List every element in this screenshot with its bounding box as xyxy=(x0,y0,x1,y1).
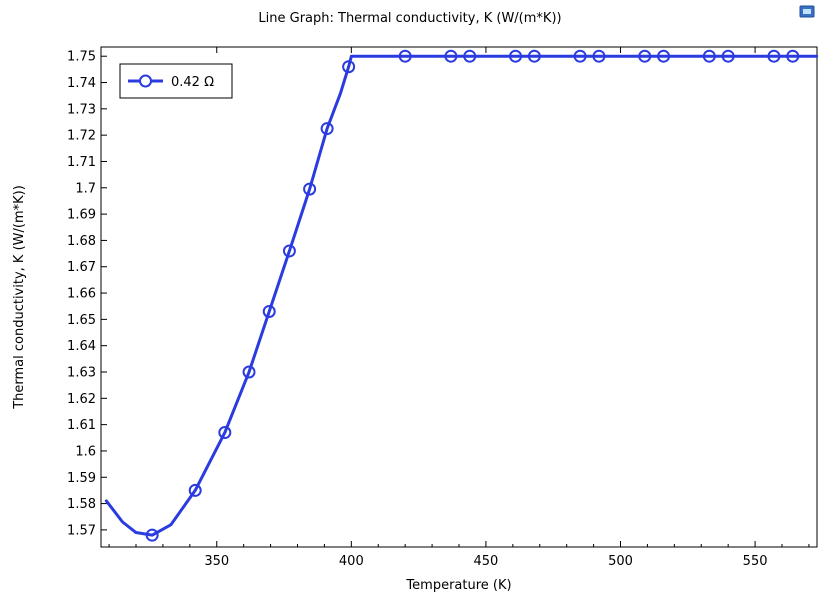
y-tick-label: 1.62 xyxy=(67,392,96,407)
y-tick-label: 1.59 xyxy=(67,471,96,486)
y-tick-label: 1.66 xyxy=(67,287,96,302)
data-point xyxy=(282,244,296,258)
data-point xyxy=(342,60,356,74)
data-point xyxy=(242,365,256,379)
data-point xyxy=(527,49,541,63)
plot-area: 350 400 450 500 550 1.571.581.591.61.611.621… xyxy=(67,46,818,569)
x-tick-label: 500 xyxy=(608,554,633,569)
y-tick-label: 1.58 xyxy=(67,497,96,512)
y-axis-title: Thermal conductivity, K (W/(m*K)) xyxy=(12,185,27,410)
y-axis: 1.57 1.58 1.59 1.6 1.61 1.62 1.63 1.64 1.65 1.66 1… xyxy=(67,50,107,538)
y-tick-label: 1.64 xyxy=(67,339,96,354)
data-point xyxy=(573,49,587,63)
x-axis-title: Temperature (K) xyxy=(405,578,511,593)
y-tick-label: 1.6 xyxy=(75,444,96,459)
series-layer xyxy=(104,49,818,542)
data-point xyxy=(592,49,606,63)
x-tick-label: 400 xyxy=(339,554,364,569)
data-point xyxy=(303,182,317,196)
y-tick-label: 1.57 xyxy=(67,523,96,538)
legend-label: 0.42 Ω xyxy=(171,75,214,90)
data-point xyxy=(218,426,232,440)
legend-entry: 0.42 Ω xyxy=(128,74,214,90)
x-tick-label: 450 xyxy=(474,554,499,569)
data-point xyxy=(721,49,735,63)
y-tick-label: 1.71 xyxy=(67,155,96,170)
plot-frame xyxy=(100,46,818,548)
x-axis: 350 400 450 500 550 xyxy=(108,47,810,569)
data-point xyxy=(638,49,652,63)
data-point xyxy=(657,49,671,63)
data-point xyxy=(262,304,276,318)
legend: 0.42 Ω xyxy=(119,63,233,99)
chart-title: Line Graph: Thermal conductivity, K (W/(… xyxy=(258,11,561,26)
data-point xyxy=(444,49,458,63)
export-icon[interactable] xyxy=(799,5,815,18)
y-tick-label: 1.69 xyxy=(67,208,96,223)
y-tick-label: 1.7 xyxy=(75,181,96,196)
data-point xyxy=(188,483,202,497)
y-tick-label: 1.65 xyxy=(67,313,96,328)
series-line xyxy=(104,54,818,537)
y-tick-label: 1.63 xyxy=(67,366,96,381)
data-point xyxy=(702,49,716,63)
data-point xyxy=(145,528,159,542)
x-tick-label: 550 xyxy=(743,554,768,569)
data-point xyxy=(786,49,800,63)
data-point xyxy=(509,49,523,63)
y-tick-label: 1.61 xyxy=(67,418,96,433)
y-tick-label: 1.67 xyxy=(67,260,96,275)
data-point xyxy=(320,122,334,136)
x-tick-label: 350 xyxy=(204,554,229,569)
y-tick-label: 1.73 xyxy=(67,102,96,117)
data-point xyxy=(767,49,781,63)
data-point xyxy=(398,49,412,63)
y-tick-label: 1.72 xyxy=(67,129,96,144)
y-tick-label: 1.75 xyxy=(67,50,96,65)
y-tick-label: 1.68 xyxy=(67,234,96,249)
legend-marker xyxy=(139,74,152,88)
data-point xyxy=(463,49,477,63)
y-tick-label: 1.74 xyxy=(67,76,96,91)
